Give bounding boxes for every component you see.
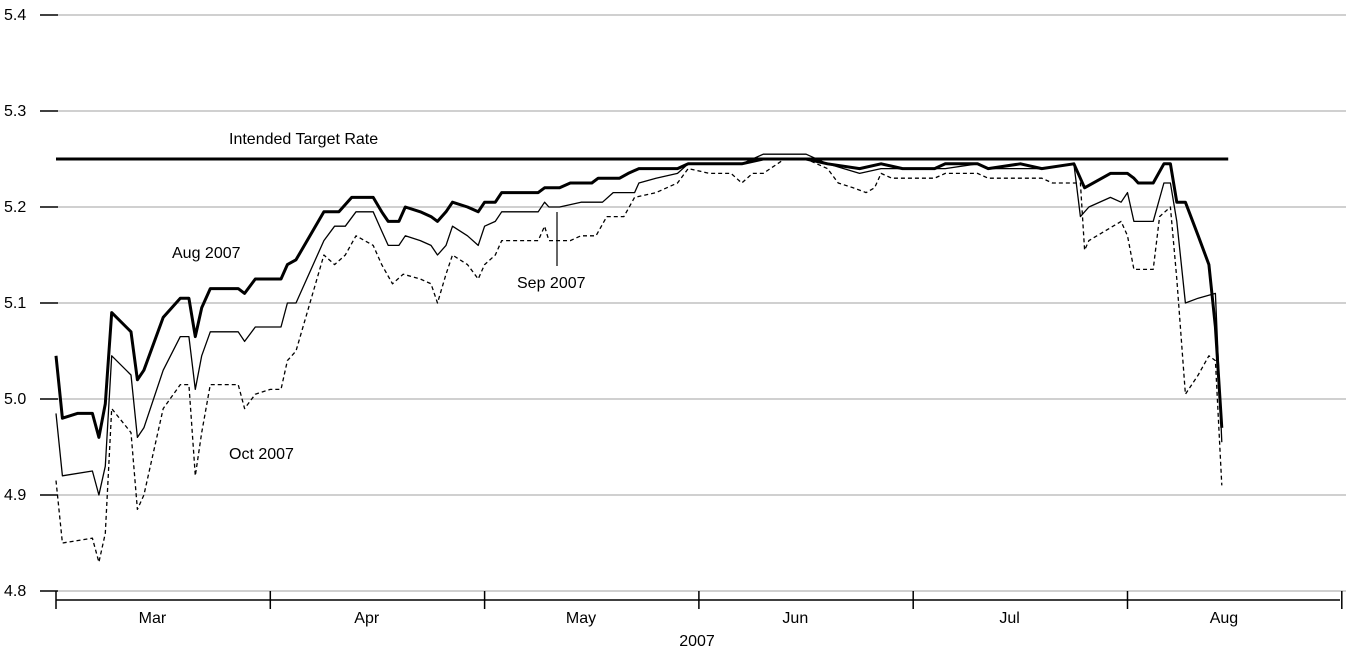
x-tick-label: Jun <box>782 610 808 627</box>
x-tick-label: Aug <box>1210 610 1238 627</box>
y-tick-label: 5.4 <box>4 7 26 24</box>
x-axis: Mar Apr May Jun Jul Aug <box>55 591 1343 627</box>
annotations: Intended Target Rate Aug 2007 Sep 2007 O… <box>172 131 715 650</box>
target-rate-label: Intended Target Rate <box>229 131 378 148</box>
y-tick-label: 4.8 <box>4 583 26 600</box>
oct-2007-label: Oct 2007 <box>229 446 294 463</box>
y-tick-label: 4.9 <box>4 487 26 504</box>
x-tick-label: Mar <box>139 610 167 627</box>
x-tick-label: Apr <box>354 610 380 627</box>
x-axis-title: 2007 <box>679 633 715 650</box>
y-tick-label: 5.0 <box>4 391 26 408</box>
sep-2007-label: Sep 2007 <box>517 275 586 292</box>
x-tick-label: May <box>566 610 596 627</box>
y-tick-label: 5.1 <box>4 295 26 312</box>
series-aug-2007 <box>54 157 1224 439</box>
series-sep-2007 <box>55 153 1223 496</box>
series-oct-2007 <box>55 158 1223 563</box>
x-tick-label: Jul <box>999 610 1019 627</box>
y-axis: 4.8 4.9 5.0 5.1 5.2 5.3 5.4 <box>4 7 58 600</box>
y-tick-label: 5.2 <box>4 199 26 216</box>
series-lines <box>54 153 1224 563</box>
y-tick-label: 5.3 <box>4 103 26 120</box>
grid-lines <box>58 14 1346 592</box>
aug-2007-label: Aug 2007 <box>172 245 241 262</box>
